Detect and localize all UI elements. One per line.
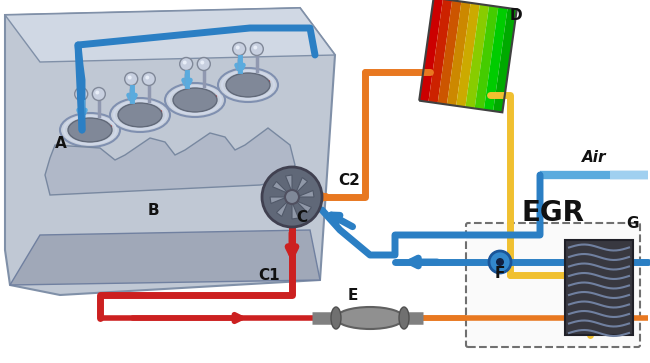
Polygon shape [296, 178, 307, 193]
Ellipse shape [218, 68, 278, 102]
Text: E: E [348, 288, 358, 303]
Circle shape [262, 167, 322, 227]
Circle shape [78, 90, 82, 94]
Polygon shape [419, 0, 443, 102]
Ellipse shape [226, 73, 270, 97]
Polygon shape [465, 4, 489, 109]
Polygon shape [474, 5, 499, 110]
Ellipse shape [110, 98, 170, 132]
Polygon shape [428, 0, 452, 103]
Circle shape [127, 76, 132, 79]
Ellipse shape [165, 83, 225, 117]
Polygon shape [285, 175, 292, 192]
Bar [565, 240, 633, 335]
Circle shape [179, 57, 192, 70]
Ellipse shape [336, 307, 404, 329]
Circle shape [489, 251, 511, 273]
Polygon shape [447, 1, 471, 106]
FancyBboxPatch shape [466, 223, 640, 347]
Polygon shape [456, 3, 480, 107]
Polygon shape [297, 191, 314, 197]
Text: C2: C2 [338, 173, 360, 188]
Polygon shape [45, 128, 295, 195]
Ellipse shape [399, 307, 409, 329]
Text: Air: Air [582, 150, 606, 165]
Text: C: C [296, 210, 307, 225]
Text: G: G [626, 216, 638, 231]
Circle shape [250, 42, 263, 56]
Polygon shape [10, 230, 320, 285]
Circle shape [96, 90, 99, 94]
Circle shape [236, 45, 240, 49]
Circle shape [285, 190, 299, 204]
Circle shape [233, 42, 246, 56]
Circle shape [146, 76, 150, 79]
Polygon shape [270, 197, 287, 204]
Circle shape [254, 45, 257, 49]
Text: EGR: EGR [521, 199, 584, 227]
Polygon shape [272, 182, 289, 193]
Circle shape [142, 73, 155, 86]
Text: C1: C1 [258, 268, 280, 283]
Circle shape [125, 73, 138, 86]
Polygon shape [276, 200, 289, 216]
Polygon shape [5, 8, 335, 62]
Circle shape [496, 258, 504, 266]
Circle shape [92, 87, 105, 101]
Ellipse shape [60, 113, 120, 147]
Circle shape [75, 87, 88, 101]
Ellipse shape [68, 118, 112, 142]
Polygon shape [5, 8, 335, 295]
Polygon shape [292, 202, 298, 219]
Polygon shape [437, 0, 462, 105]
Circle shape [200, 61, 204, 65]
Ellipse shape [331, 307, 341, 329]
Text: F: F [495, 266, 506, 281]
Text: D: D [510, 8, 523, 23]
Text: B: B [148, 203, 160, 218]
Text: A: A [55, 136, 67, 151]
Ellipse shape [118, 103, 162, 127]
Ellipse shape [173, 88, 217, 112]
Polygon shape [296, 200, 311, 213]
Circle shape [183, 61, 187, 65]
Polygon shape [493, 8, 517, 112]
Polygon shape [484, 7, 508, 111]
Circle shape [198, 57, 211, 70]
